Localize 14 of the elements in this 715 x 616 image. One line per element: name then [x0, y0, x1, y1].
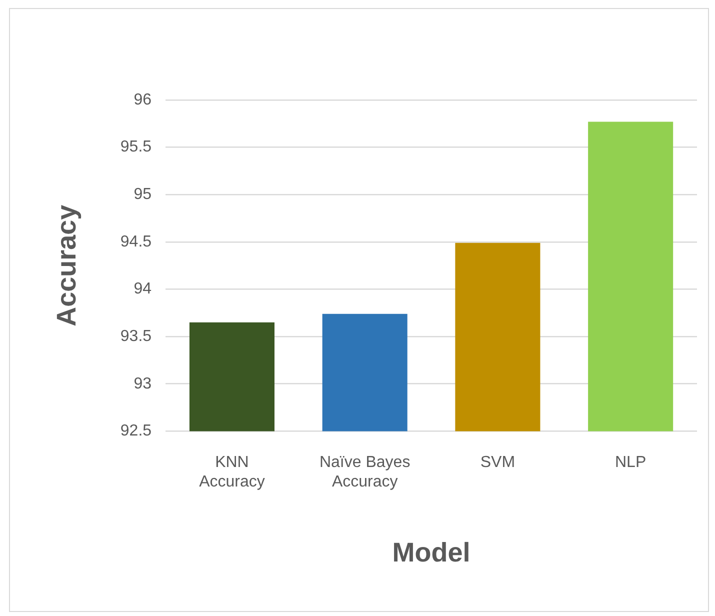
y-tick-label: 95.5 — [120, 138, 152, 156]
y-tick-label: 93.5 — [120, 328, 152, 345]
x-axis-title: Model — [392, 537, 470, 568]
y-tick-label: 92.5 — [120, 422, 152, 440]
y-axis-title: Accuracy — [52, 204, 82, 326]
x-tick-label: NLP — [615, 454, 646, 472]
x-tick-label: Naïve Bayes Accuracy — [319, 454, 410, 490]
x-tick-label: SVM — [480, 454, 516, 472]
y-tick-label: 96 — [134, 91, 152, 108]
y-tick-label: 95 — [134, 186, 152, 204]
x-tick-label: KNN Accuracy — [199, 454, 265, 490]
y-tick-label: 94.5 — [120, 233, 152, 250]
y-tick-label: 93 — [134, 375, 152, 392]
y-tick-label: 94 — [134, 280, 152, 298]
